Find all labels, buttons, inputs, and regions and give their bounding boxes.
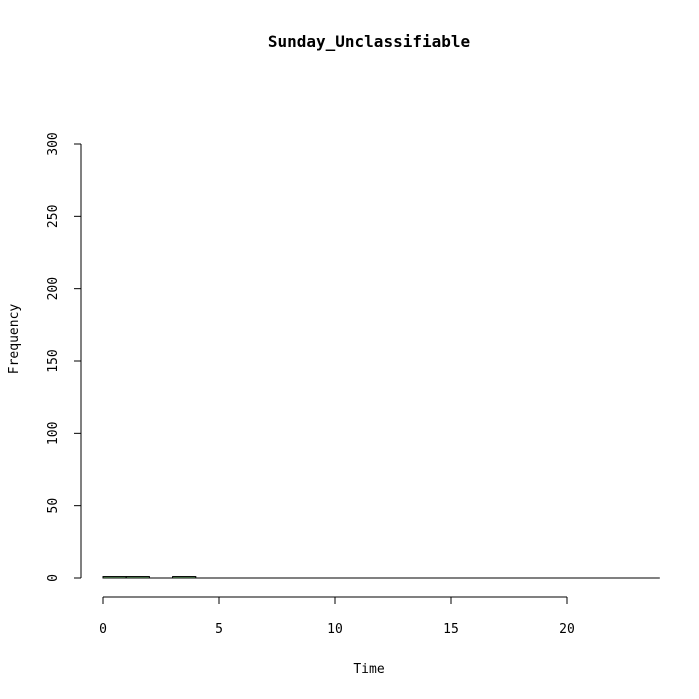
- chart-title: Sunday_Unclassifiable: [268, 32, 470, 51]
- y-tick-label: 300: [46, 132, 61, 155]
- x-tick-label: 15: [443, 622, 459, 637]
- y-tick-label: 150: [46, 349, 61, 372]
- x-tick-label: 20: [559, 622, 575, 637]
- y-axis: 0 50 100 150 200 250 300: [46, 132, 82, 582]
- x-tick-label: 0: [99, 622, 107, 637]
- x-axis-label: Time: [353, 662, 384, 677]
- x-tick-label: 10: [327, 622, 343, 637]
- bars-group: [102, 576, 660, 579]
- y-tick-label: 200: [46, 277, 61, 300]
- y-axis-label: Frequency: [7, 304, 22, 375]
- y-tick-label: 250: [46, 205, 61, 228]
- x-axis: 0 5 10 15 20: [99, 596, 575, 637]
- y-tick-label: 50: [46, 498, 61, 514]
- y-tick-label: 0: [46, 574, 61, 582]
- y-tick-label: 100: [46, 422, 61, 445]
- x-tick-label: 5: [215, 622, 223, 637]
